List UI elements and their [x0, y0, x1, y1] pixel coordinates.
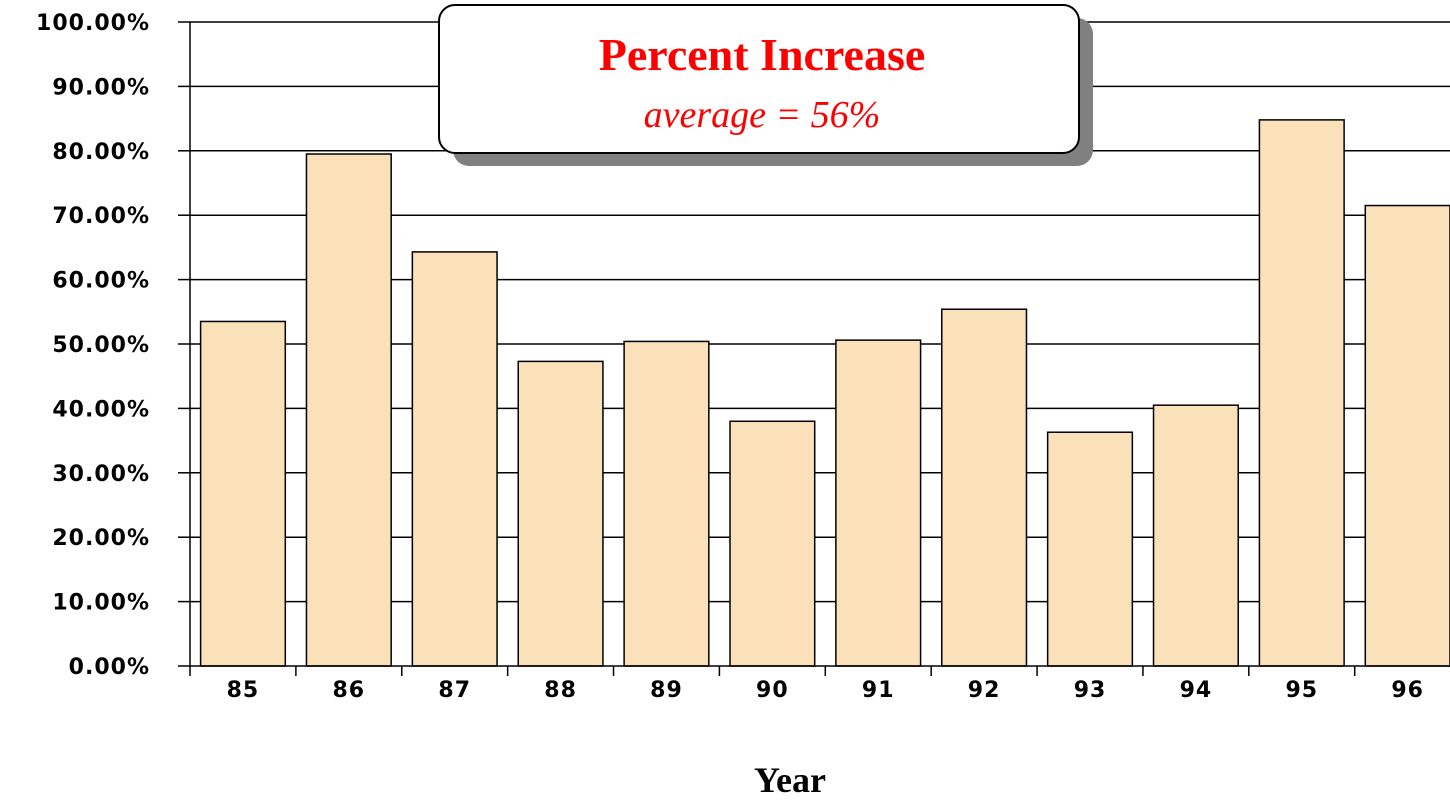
x-tick-label: 96 [1391, 678, 1424, 703]
axes [178, 21, 1450, 676]
x-tick-label: 87 [438, 678, 471, 703]
y-tick-label: 50.00% [52, 333, 150, 358]
bar-96 [1364, 204, 1450, 667]
bar-95 [1258, 119, 1345, 667]
y-tick-label: 0.00% [69, 655, 150, 680]
title-box-frame [438, 4, 1080, 154]
y-tick-label: 100.00% [36, 11, 150, 36]
bar-88 [517, 360, 604, 667]
y-tick-label: 80.00% [52, 140, 150, 165]
bar-91 [835, 339, 922, 667]
x-tick-label: 85 [227, 678, 260, 703]
x-tick-label: 94 [1180, 678, 1213, 703]
x-tick-label: 86 [333, 678, 366, 703]
y-tick-label: 60.00% [52, 269, 150, 294]
bar-92 [941, 308, 1028, 667]
bar-90 [729, 420, 816, 667]
title-box: Percent Increase average = 56% [438, 4, 1093, 166]
bar-89 [623, 340, 710, 667]
y-tick-label: 30.00% [52, 462, 150, 487]
y-tick-label: 70.00% [52, 204, 150, 229]
x-axis-label: Year [754, 760, 826, 800]
x-tick-label: 92 [968, 678, 1001, 703]
x-tick-label: 90 [756, 678, 789, 703]
x-tick-label: 88 [544, 678, 577, 703]
y-tick-labels: 0.00% 10.00% 20.00% 30.00% 40.00% 50.00% 60.00… [36, 11, 150, 680]
x-tick-label: 93 [1074, 678, 1107, 703]
bar-94 [1152, 404, 1239, 667]
chart-subtitle: average = 56% [644, 94, 881, 136]
bars [199, 119, 1450, 667]
y-tick-label: 20.00% [52, 526, 150, 551]
y-tick-label: 90.00% [52, 75, 150, 100]
x-tick-labels: 85 86 87 88 89 90 91 92 93 94 95 96 [227, 678, 1424, 703]
bar-85 [199, 320, 287, 667]
x-tick-label: 95 [1285, 678, 1318, 703]
x-tick-label: 91 [862, 678, 895, 703]
x-tick-label: 89 [650, 678, 683, 703]
chart-title: Percent Increase [599, 29, 926, 80]
bar-93 [1046, 431, 1134, 667]
y-tick-label: 10.00% [52, 591, 150, 616]
bar-86 [305, 153, 392, 667]
y-tick-label: 40.00% [52, 397, 150, 422]
bar-87 [411, 251, 498, 667]
